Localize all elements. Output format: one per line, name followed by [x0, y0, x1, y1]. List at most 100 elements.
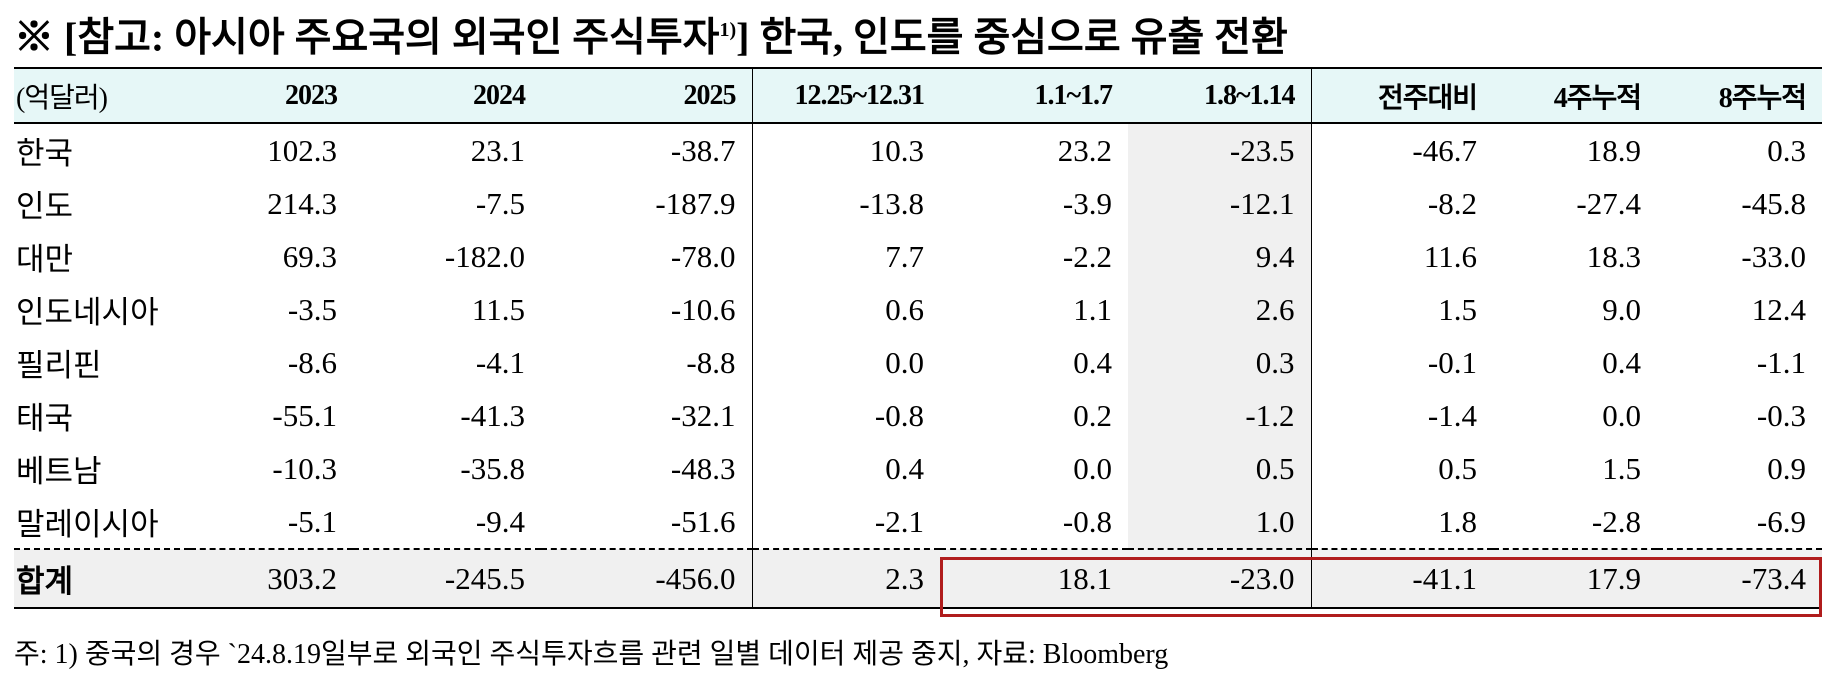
header-cell: 12.25~12.31 [752, 67, 940, 124]
title-rest: ] 한국, 인도를 중심으로 유출 전환 [736, 14, 1288, 60]
cell: -2.8 [1591, 503, 1641, 539]
title-sup: 1) [719, 19, 737, 41]
cell: 0.0 [1602, 397, 1641, 433]
cell: 11.6 [1423, 238, 1477, 274]
cell: -0.3 [1756, 397, 1806, 433]
cell: -6.9 [1756, 503, 1806, 539]
table-body: 한국 102.3 23.1 -38.7 10.3 23.2 -23.5 -46.7 18.9 0.… [14, 123, 1822, 609]
cell: -2.2 [1062, 238, 1112, 274]
cell: 1.5 [1602, 450, 1641, 486]
row-label: 태국 [16, 401, 74, 436]
title-main: ※ [참고: 아시아 주요국의 외국인 주식투자 [14, 14, 720, 60]
cell: 1.0 [1128, 495, 1312, 549]
cell: -10.6 [541, 283, 753, 336]
cell: 17.9 [1493, 548, 1657, 609]
row-label: 인도 [16, 189, 74, 224]
header-cell: 2023 [190, 67, 353, 124]
cell: 12.4 [1751, 291, 1806, 327]
cell: 0.0 [1073, 450, 1112, 486]
cell: 0.5 [1438, 450, 1477, 486]
cell: -48.3 [541, 442, 753, 495]
table-row: 대만 69.3 -182.0 -78.0 7.7 -2.2 9.4 11.6 18.3 -33.0 [14, 230, 1822, 283]
cell: 9.0 [1602, 291, 1641, 327]
cell: 2.6 [1128, 283, 1312, 336]
cell: -1.4 [1427, 397, 1477, 433]
cell: -32.1 [541, 389, 753, 442]
cell: 18.9 [1586, 132, 1641, 168]
cell: -41.1 [1311, 548, 1493, 609]
cell: -27.4 [1576, 185, 1641, 221]
header-cell: 전주대비 [1311, 67, 1493, 124]
cell: -0.1 [1427, 344, 1477, 380]
cell: -45.8 [1741, 185, 1806, 221]
cell: -0.8 [1062, 503, 1112, 539]
cell: 0.5 [1128, 442, 1312, 495]
cell: -55.1 [272, 397, 337, 433]
cell: -245.5 [353, 548, 541, 609]
cell: 0.6 [885, 291, 924, 327]
cell: -78.0 [541, 230, 753, 283]
cell: 18.3 [1586, 238, 1641, 274]
cell: -13.8 [859, 185, 924, 221]
cell: 2.3 [752, 548, 940, 609]
table-row: 태국 -55.1 -41.3 -32.1 -0.8 0.2 -1.2 -1.4 0.0 -0.3 [14, 389, 1822, 442]
table-row: 인도네시아 -3.5 11.5 -10.6 0.6 1.1 2.6 1.5 9.0 12.4 [14, 283, 1822, 336]
header-cell: 2025 [541, 67, 753, 124]
cell: -46.7 [1412, 132, 1477, 168]
table-row: 말레이시아 -5.1 -9.4 -51.6 -2.1 -0.8 1.0 1.8 -2.8 -6.9 [14, 495, 1822, 549]
cell: 0.9 [1767, 450, 1806, 486]
cell: -10.3 [272, 450, 337, 486]
cell: 214.3 [267, 185, 337, 221]
cell: -8.2 [1427, 185, 1477, 221]
cell: 69.3 [282, 238, 337, 274]
total-row: 합계 303.2 -245.5 -456.0 2.3 18.1 -23.0 -41.1 17.9… [14, 548, 1822, 609]
header-row: (억달러) 2023 2024 2025 12.25~12.31 1.1~1.7 1.8~1… [14, 67, 1822, 124]
footnote: 주: 1) 중국의 경우 `24.8.19일부로 외국인 주식투자흐름 관련 일… [14, 639, 1169, 670]
cell: 23.1 [470, 132, 525, 168]
row-label: 필리핀 [16, 348, 102, 383]
cell: -23.5 [1128, 123, 1312, 177]
cell: -182.0 [444, 238, 525, 274]
cell: 0.0 [885, 344, 924, 380]
cell: -8.6 [287, 344, 337, 380]
cell: -51.6 [541, 495, 753, 549]
cell: 303.2 [190, 548, 353, 609]
cell: 0.3 [1767, 132, 1806, 168]
cell: -456.0 [541, 548, 753, 609]
header-cell: 8주누적 [1657, 67, 1822, 124]
row-label: 대만 [16, 242, 74, 277]
cell: 9.4 [1128, 230, 1312, 283]
header-cell: 2024 [353, 67, 541, 124]
header-cell: 1.8~1.14 [1128, 67, 1312, 124]
cell: 0.2 [1073, 397, 1112, 433]
cell: -187.9 [541, 177, 753, 230]
cell: -8.8 [541, 336, 753, 389]
cell: -23.0 [1128, 548, 1312, 609]
row-label: 말레이시아 [16, 507, 159, 542]
title: ※ [참고: 아시아 주요국의 외국인 주식투자1)] 한국, 인도를 중심으로… [14, 4, 1288, 63]
cell: -33.0 [1741, 238, 1806, 274]
cell: 11.5 [471, 291, 525, 327]
cell: -12.1 [1128, 177, 1312, 230]
cell: 7.7 [885, 238, 924, 274]
cell: -38.7 [541, 123, 753, 177]
cell: 0.4 [1602, 344, 1641, 380]
header-cell: (억달러) [14, 67, 190, 124]
cell: -3.9 [1062, 185, 1112, 221]
cell: 0.3 [1128, 336, 1312, 389]
cell: 1.1 [1073, 291, 1112, 327]
row-label: 합계 [14, 548, 190, 609]
cell: -41.3 [460, 397, 525, 433]
cell: -3.5 [287, 291, 337, 327]
cell: -2.1 [874, 503, 924, 539]
cell: -5.1 [287, 503, 337, 539]
row-label: 한국 [16, 136, 74, 171]
cell: 1.8 [1438, 503, 1477, 539]
header-cell: 4주누적 [1493, 67, 1657, 124]
cell: -1.1 [1756, 344, 1806, 380]
row-label: 베트남 [16, 454, 102, 489]
table-row: 인도 214.3 -7.5 -187.9 -13.8 -3.9 -12.1 -8.2 -27.4… [14, 177, 1822, 230]
cell: 0.4 [1073, 344, 1112, 380]
cell: -73.4 [1657, 548, 1822, 609]
